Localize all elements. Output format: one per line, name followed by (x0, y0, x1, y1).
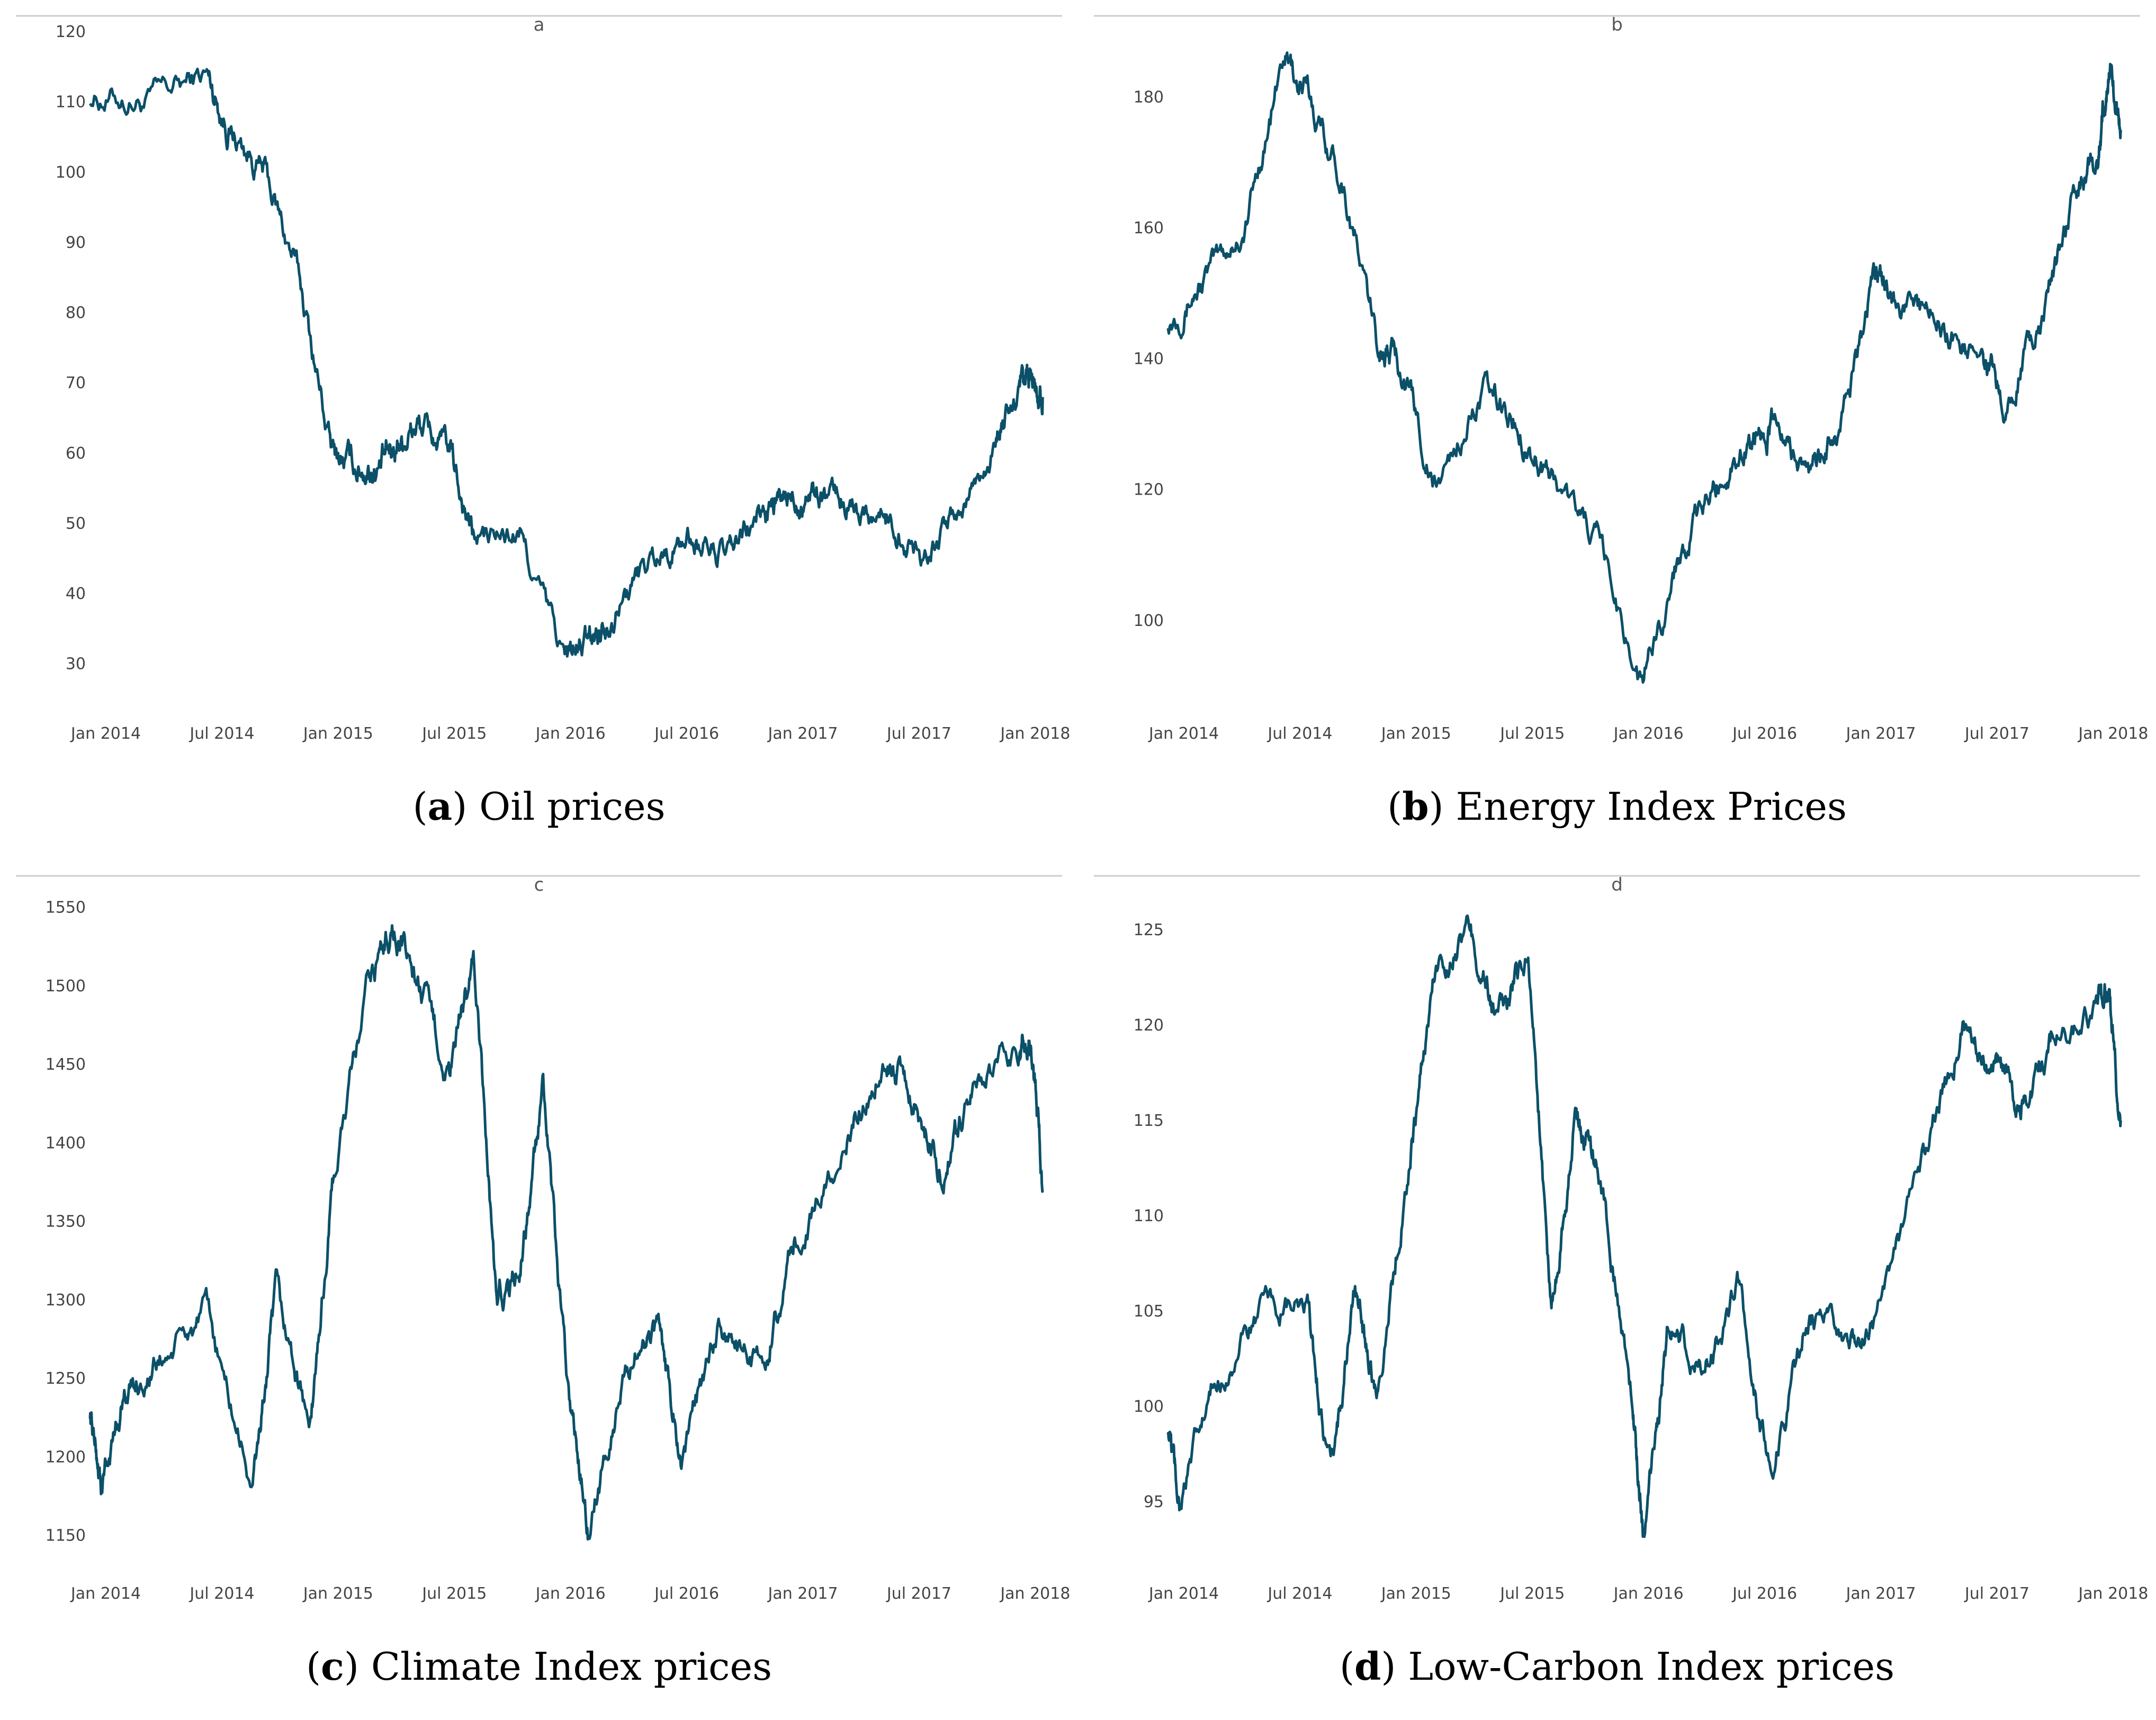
x-tick-label-d: Jul 2014 (1266, 1584, 1332, 1603)
x-tick-label-d: Jan 2015 (1380, 1584, 1451, 1603)
x-tick-label-a: Jan 2018 (999, 724, 1070, 743)
x-tick-label-a: Jul 2016 (653, 724, 719, 743)
y-tick-label-c: 1400 (46, 1134, 86, 1152)
y-tick-label-d: 115 (1134, 1112, 1164, 1130)
y-tick-label-c: 1350 (46, 1213, 86, 1231)
y-tick-label-c: 1250 (46, 1369, 86, 1388)
y-tick-label-c: 1500 (46, 977, 86, 996)
x-tick-label-a: Jul 2015 (421, 724, 487, 743)
y-tick-label-b: 100 (1134, 612, 1164, 630)
series-line-a (88, 67, 1044, 658)
y-tick-label-d: 95 (1144, 1493, 1164, 1511)
x-tick-label-c: Jul 2015 (421, 1584, 487, 1603)
y-tick-label-a: 50 (66, 514, 86, 533)
x-tick-label-d: Jul 2017 (1964, 1584, 2029, 1603)
y-tick-label-c: 1150 (46, 1527, 86, 1545)
y-tick-label-c: 1450 (46, 1055, 86, 1074)
x-tick-label-a: Jan 2016 (535, 724, 606, 743)
caption-letter-c: c (321, 1644, 344, 1689)
y-tick-label-c: 1200 (46, 1448, 86, 1466)
panel-b: b 100 120 140 160 180 Jan 2014 Jul 2014 Jan 2015… (1078, 0, 2156, 860)
x-tick-label-d: Jul 2016 (1731, 1584, 1797, 1603)
y-tick-label-d: 125 (1134, 921, 1164, 939)
y-tick-label-a: 70 (66, 374, 86, 392)
x-tick-label-c: Jan 2016 (535, 1584, 606, 1603)
y-tick-label-a: 120 (56, 23, 86, 41)
y-tick-label-b: 140 (1134, 350, 1164, 369)
x-tick-label-a: Jan 2014 (70, 724, 141, 743)
y-tick-label-a: 80 (66, 304, 86, 322)
x-tick-label-a: Jul 2014 (188, 724, 254, 743)
x-tick-label-d: Jan 2017 (1845, 1584, 1916, 1603)
y-tick-label-d: 110 (1134, 1207, 1164, 1225)
x-tick-label-d: Jan 2018 (2077, 1584, 2148, 1603)
y-tick-label-a: 110 (56, 93, 86, 112)
chart-svg-a: a 30 40 50 60 70 80 90 100 110 120 Jan 2014 Jul 2014… (16, 14, 1070, 743)
series-line-b (1166, 51, 2122, 684)
panel-label-b: b (1611, 14, 1623, 35)
caption-c: (c) Climate Index prices (306, 1644, 772, 1689)
x-tick-label-b: Jan 2017 (1845, 724, 1916, 743)
x-tick-label-d: Jul 2015 (1499, 1584, 1565, 1603)
caption-d: (d) Low-Carbon Index prices (1339, 1644, 1895, 1689)
chart-svg-b: b 100 120 140 160 180 Jan 2014 Jul 2014 Jan 2015… (1094, 14, 2148, 743)
caption-text-a: Oil prices (479, 784, 666, 829)
x-tick-label-b: Jan 2016 (1613, 724, 1684, 743)
chart-svg-d: d 95 100 105 110 115 120 125 Jan 2014 Jul 2014 Jan… (1094, 874, 2148, 1603)
y-tick-label-d: 120 (1134, 1016, 1164, 1035)
y-tick-label-b: 180 (1134, 88, 1164, 107)
panel-label-a: a (534, 14, 545, 35)
chart-svg-c: c 1150 1200 1250 1300 1350 1400 1450 1500 1550 Jan… (16, 874, 1070, 1603)
x-tick-label-b: Jul 2015 (1499, 724, 1565, 743)
caption-letter-d: d (1354, 1644, 1381, 1689)
y-tick-label-a: 100 (56, 163, 86, 182)
y-tick-label-a: 40 (66, 585, 86, 603)
x-tick-label-b: Jan 2014 (1148, 724, 1219, 743)
caption-letter-a: a (427, 784, 453, 829)
y-tick-label-c: 1550 (46, 899, 86, 917)
x-tick-label-b: Jan 2018 (2077, 724, 2148, 743)
series-line-d (1166, 914, 2122, 1538)
caption-text-c: Climate Index prices (371, 1644, 772, 1689)
x-tick-label-d: Jan 2016 (1613, 1584, 1684, 1603)
panel-c: c 1150 1200 1250 1300 1350 1400 1450 1500 1550 Jan… (0, 860, 1078, 1720)
x-tick-label-d: Jan 2014 (1148, 1584, 1219, 1603)
y-tick-label-a: 30 (66, 655, 86, 674)
caption-a: (a) Oil prices (412, 784, 666, 829)
caption-text-d: Low-Carbon Index prices (1408, 1644, 1895, 1689)
x-tick-label-c: Jan 2018 (999, 1584, 1070, 1603)
x-tick-label-c: Jul 2016 (653, 1584, 719, 1603)
x-tick-label-c: Jan 2017 (767, 1584, 838, 1603)
y-tick-label-d: 100 (1134, 1398, 1164, 1416)
y-tick-label-b: 120 (1134, 481, 1164, 499)
x-tick-label-c: Jan 2015 (302, 1584, 373, 1603)
y-tick-label-c: 1300 (46, 1291, 86, 1310)
x-tick-label-c: Jul 2017 (886, 1584, 951, 1603)
x-tick-label-b: Jul 2016 (1731, 724, 1797, 743)
x-tick-label-a: Jul 2017 (886, 724, 951, 743)
panel-d: d 95 100 105 110 115 120 125 Jan 2014 Jul 2014 Jan… (1078, 860, 2156, 1720)
x-tick-label-c: Jul 2014 (188, 1584, 254, 1603)
panel-label-d: d (1611, 874, 1623, 895)
x-tick-label-a: Jan 2015 (302, 724, 373, 743)
series-line-c (88, 924, 1044, 1541)
x-tick-label-b: Jan 2015 (1380, 724, 1451, 743)
x-tick-label-c: Jan 2014 (70, 1584, 141, 1603)
y-tick-label-a: 60 (66, 444, 86, 463)
x-tick-label-a: Jan 2017 (767, 724, 838, 743)
caption-letter-b: b (1402, 784, 1429, 829)
panel-label-c: c (534, 874, 544, 895)
x-tick-label-b: Jul 2017 (1964, 724, 2029, 743)
x-tick-label-b: Jul 2014 (1266, 724, 1332, 743)
panel-a: a 30 40 50 60 70 80 90 100 110 120 Jan 2014 Jul 2014… (0, 0, 1078, 860)
y-tick-label-d: 105 (1134, 1302, 1164, 1321)
caption-text-b: Energy Index Prices (1456, 784, 1847, 829)
y-tick-label-b: 160 (1134, 219, 1164, 238)
y-tick-label-a: 90 (66, 234, 86, 252)
caption-b: (b) Energy Index Prices (1387, 784, 1847, 829)
